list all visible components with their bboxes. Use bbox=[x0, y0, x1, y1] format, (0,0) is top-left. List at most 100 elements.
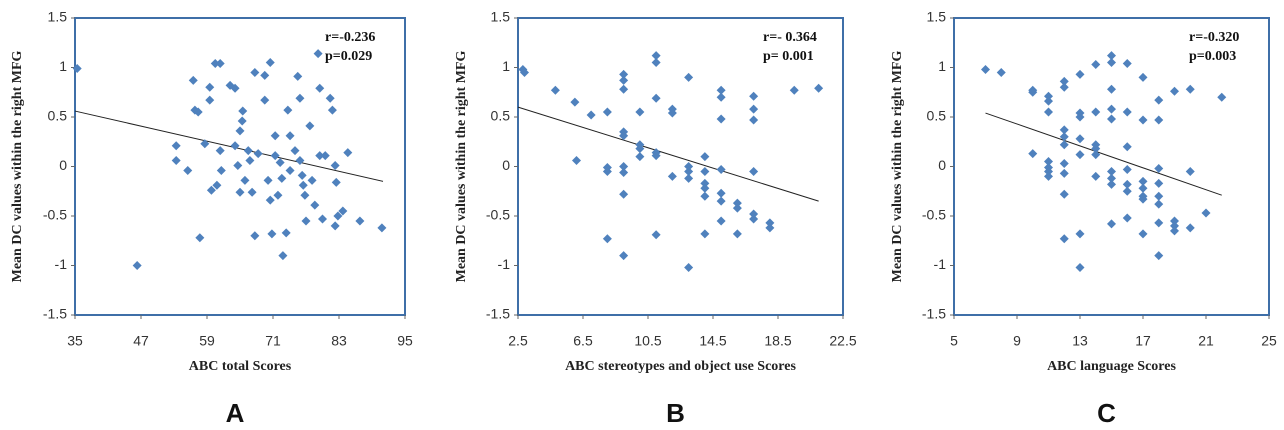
data-point bbox=[216, 165, 226, 175]
data-point bbox=[700, 191, 710, 201]
data-point bbox=[267, 229, 277, 239]
data-point bbox=[619, 131, 629, 141]
data-point bbox=[667, 108, 677, 118]
x-tick-label: 6.5 bbox=[573, 333, 593, 349]
data-point bbox=[1170, 86, 1179, 96]
data-point bbox=[1075, 69, 1085, 79]
data-point bbox=[619, 162, 629, 171]
data-point bbox=[171, 156, 181, 166]
data-point bbox=[331, 177, 341, 187]
data-point bbox=[1044, 96, 1053, 106]
data-point bbox=[619, 84, 629, 94]
data-point bbox=[1122, 107, 1132, 117]
y-tick-label: 0.5 bbox=[491, 108, 511, 124]
x-axis-label: ABC total Scores bbox=[189, 359, 292, 374]
data-point bbox=[716, 216, 726, 226]
data-point bbox=[749, 91, 759, 101]
data-point bbox=[1185, 166, 1195, 176]
data-point bbox=[235, 126, 245, 136]
data-point bbox=[1122, 164, 1132, 174]
data-point bbox=[716, 114, 726, 124]
data-point bbox=[1059, 234, 1069, 244]
data-point bbox=[749, 209, 759, 219]
data-point bbox=[297, 170, 307, 180]
y-tick-label: 0 bbox=[59, 157, 67, 173]
y-tick-label: -0.5 bbox=[486, 207, 510, 223]
data-point bbox=[1138, 183, 1148, 193]
data-point bbox=[233, 161, 243, 171]
x-tick-label: 21 bbox=[1198, 333, 1214, 349]
x-axis-label: ABC language Scores bbox=[1047, 359, 1176, 374]
data-point bbox=[295, 93, 305, 103]
data-point bbox=[635, 107, 645, 117]
data-point bbox=[171, 141, 181, 151]
data-point bbox=[281, 228, 291, 238]
data-point bbox=[572, 156, 581, 166]
annotation: p= 0.001 bbox=[763, 49, 814, 64]
y-tick-label: 0.5 bbox=[927, 108, 947, 124]
data-point bbox=[1059, 125, 1069, 135]
data-point bbox=[1154, 191, 1164, 201]
y-tick-label: -0.5 bbox=[922, 207, 946, 223]
data-point bbox=[277, 173, 287, 183]
data-point bbox=[188, 75, 198, 85]
data-point bbox=[243, 146, 253, 156]
data-point bbox=[215, 146, 225, 156]
data-point bbox=[330, 221, 340, 231]
data-point bbox=[651, 151, 661, 161]
data-point bbox=[1044, 157, 1053, 167]
data-point bbox=[310, 200, 320, 210]
y-tick-label: -1.5 bbox=[43, 306, 67, 322]
annotation: r=-0.236 bbox=[325, 30, 375, 45]
data-point bbox=[1154, 115, 1164, 125]
y-tick-label: -1 bbox=[55, 256, 68, 272]
data-point bbox=[1075, 112, 1085, 122]
data-point bbox=[1059, 189, 1069, 199]
data-point bbox=[684, 72, 694, 82]
data-point bbox=[1122, 213, 1132, 223]
data-point bbox=[338, 206, 348, 216]
data-point bbox=[1028, 87, 1038, 97]
data-point bbox=[307, 175, 317, 185]
data-point bbox=[602, 107, 612, 117]
x-tick-label: 13 bbox=[1072, 333, 1088, 349]
data-point bbox=[295, 156, 305, 166]
data-point bbox=[1107, 114, 1116, 124]
y-tick-label: -0.5 bbox=[43, 207, 67, 223]
data-point bbox=[1059, 132, 1069, 142]
data-point bbox=[716, 92, 726, 102]
data-point bbox=[684, 173, 694, 183]
data-point bbox=[619, 167, 629, 177]
data-point bbox=[684, 162, 694, 171]
data-point bbox=[651, 58, 661, 68]
x-tick-label: 35 bbox=[67, 333, 83, 349]
data-point bbox=[377, 223, 387, 233]
data-point bbox=[230, 83, 240, 93]
data-point bbox=[293, 71, 303, 81]
data-point bbox=[651, 230, 661, 240]
x-tick-label: 9 bbox=[1013, 333, 1021, 349]
data-point bbox=[355, 216, 365, 226]
panel-label: A bbox=[226, 398, 245, 428]
data-point bbox=[301, 216, 311, 226]
data-point bbox=[602, 166, 612, 176]
data-point bbox=[1122, 179, 1132, 189]
data-point bbox=[283, 105, 293, 115]
x-tick-label: 22.5 bbox=[829, 333, 856, 349]
data-point bbox=[1091, 107, 1101, 117]
data-point bbox=[1122, 142, 1132, 152]
data-point bbox=[651, 51, 661, 61]
data-point bbox=[1075, 134, 1085, 144]
data-point bbox=[700, 183, 710, 193]
data-point bbox=[250, 231, 260, 241]
data-point bbox=[700, 178, 710, 188]
data-point bbox=[700, 229, 710, 239]
data-point bbox=[1091, 60, 1101, 70]
data-point bbox=[275, 158, 285, 168]
data-point bbox=[247, 187, 257, 197]
x-tick-label: 59 bbox=[199, 333, 215, 349]
y-tick-label: 0 bbox=[938, 157, 946, 173]
data-point bbox=[1075, 229, 1085, 239]
trend-line bbox=[74, 110, 384, 182]
data-point bbox=[260, 70, 270, 80]
